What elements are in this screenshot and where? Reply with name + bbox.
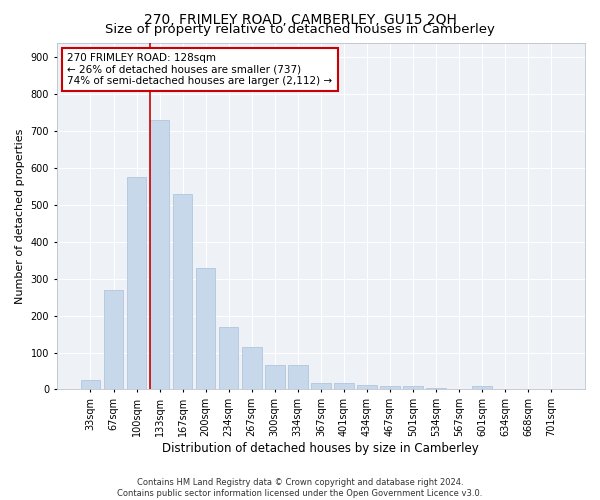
Bar [242,347,262,390]
X-axis label: Distribution of detached houses by size in Camberley: Distribution of detached houses by size … [163,442,479,455]
Bar [380,386,400,390]
Bar [426,388,446,390]
Bar [265,366,284,390]
Bar [472,386,492,390]
Bar [196,268,215,390]
Bar [173,194,193,390]
Text: Size of property relative to detached houses in Camberley: Size of property relative to detached ho… [105,22,495,36]
Bar [150,120,169,390]
Bar [127,177,146,390]
Bar [311,383,331,390]
Bar [288,366,308,390]
Text: 270, FRIMLEY ROAD, CAMBERLEY, GU15 2QH: 270, FRIMLEY ROAD, CAMBERLEY, GU15 2QH [143,12,457,26]
Bar [104,290,124,390]
Bar [403,386,423,390]
Bar [334,383,353,390]
Bar [219,326,238,390]
Text: Contains HM Land Registry data © Crown copyright and database right 2024.
Contai: Contains HM Land Registry data © Crown c… [118,478,482,498]
Text: 270 FRIMLEY ROAD: 128sqm
← 26% of detached houses are smaller (737)
74% of semi-: 270 FRIMLEY ROAD: 128sqm ← 26% of detach… [67,53,332,86]
Bar [357,385,377,390]
Y-axis label: Number of detached properties: Number of detached properties [15,128,25,304]
Bar [81,380,100,390]
